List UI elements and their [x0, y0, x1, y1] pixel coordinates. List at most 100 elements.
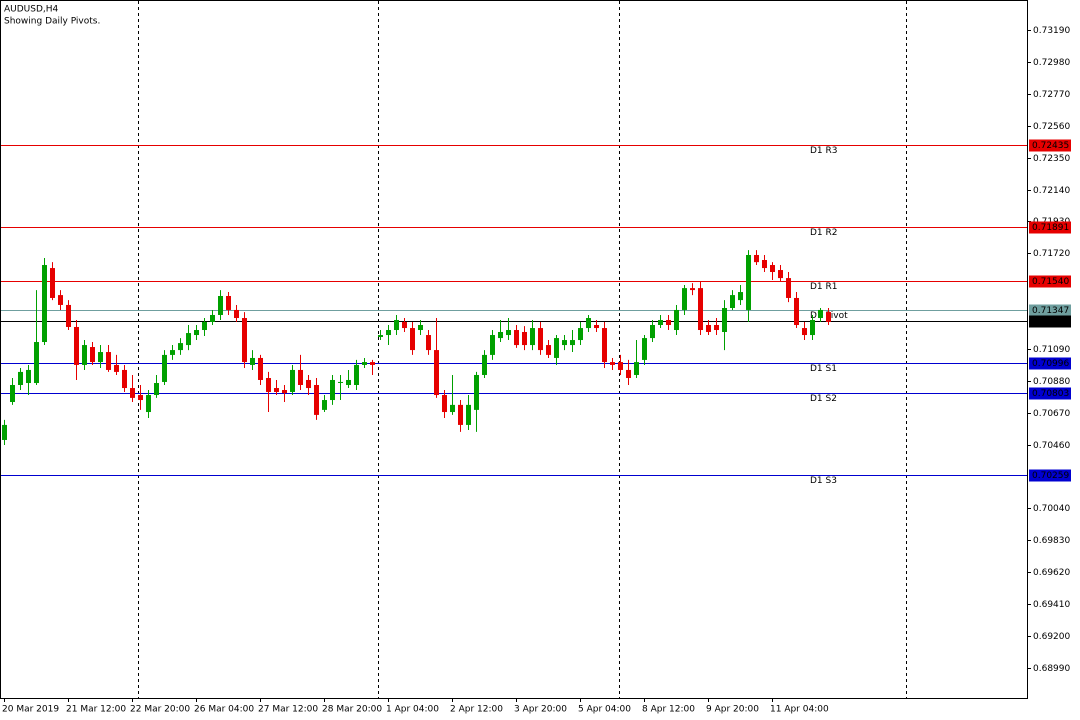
- x-tick-label: 22 Mar 20:00: [130, 705, 190, 715]
- candle-body: [258, 357, 263, 380]
- current-price-label: 0.71272: [1032, 317, 1069, 327]
- candle-body: [170, 350, 175, 355]
- candle-body: [738, 292, 743, 301]
- candle-body: [154, 383, 159, 396]
- candle-body: [178, 343, 183, 351]
- candle-body: [498, 331, 503, 339]
- candle-body: [482, 354, 487, 375]
- pivot-name: D1 R3: [810, 146, 838, 156]
- pivot-price-label: 0.71347: [1032, 306, 1069, 316]
- candle-body: [642, 338, 647, 360]
- candle-body: [682, 288, 687, 310]
- candle-body: [730, 295, 735, 308]
- candle-body: [626, 369, 631, 379]
- candle-body: [538, 328, 543, 351]
- candle-body: [298, 369, 303, 385]
- candle-body: [346, 379, 351, 385]
- candle-body: [810, 319, 815, 336]
- pivot-name: D1 S1: [810, 364, 837, 374]
- y-tick-label: 0.69830: [1033, 536, 1070, 546]
- x-tick-label: 2 Apr 12:00: [450, 705, 503, 715]
- pivot-price-label: 0.71891: [1032, 223, 1069, 233]
- candle-body: [362, 362, 367, 365]
- candle-body: [410, 328, 415, 351]
- candle-body: [130, 388, 135, 398]
- candle-body: [306, 379, 311, 389]
- y-tick-label: 0.69410: [1033, 600, 1070, 610]
- y-tick-label: 0.70040: [1033, 504, 1070, 514]
- chart-title: AUDUSD,H4: [4, 5, 59, 15]
- candle-body: [754, 254, 759, 263]
- candle-body: [426, 335, 431, 351]
- candle-body: [330, 379, 335, 401]
- candle-body: [546, 345, 551, 355]
- candle-body: [698, 288, 703, 331]
- x-tick-label: 20 Mar 2019: [2, 705, 59, 715]
- candle-body: [66, 304, 71, 327]
- candle-body: [602, 328, 607, 363]
- candle-body: [474, 374, 479, 410]
- x-tick-label: 3 Apr 20:00: [514, 705, 567, 715]
- candle-body: [354, 364, 359, 385]
- pivot-name: D1 S3: [810, 476, 837, 486]
- candle-body: [210, 314, 215, 322]
- x-tick-label: 11 Apr 04:00: [770, 705, 829, 715]
- y-tick-label: 0.69620: [1033, 568, 1070, 578]
- x-tick-label: 1 Apr 04:00: [386, 705, 439, 715]
- pivot-name: D1 R2: [810, 228, 838, 238]
- candle-body: [194, 330, 199, 336]
- candle-body: [370, 362, 375, 365]
- candle-body: [26, 369, 31, 384]
- y-tick-label: 0.72980: [1033, 58, 1070, 68]
- candle-body: [594, 325, 599, 329]
- pivot-name: D1 R1: [810, 282, 838, 292]
- y-tick-label: 0.70880: [1033, 377, 1070, 387]
- candle-body: [98, 352, 103, 363]
- candle-body: [650, 325, 655, 339]
- candle-body: [578, 328, 583, 341]
- x-tick-label: 21 Mar 12:00: [66, 705, 126, 715]
- candle-body: [706, 325, 711, 332]
- candle-body: [722, 307, 727, 332]
- candle-body: [234, 309, 239, 319]
- period-separators: [138, 1, 907, 698]
- pivot-price-box: [1029, 139, 1071, 152]
- y-tick-label: 0.70670: [1033, 409, 1070, 419]
- candle-body: [242, 318, 247, 363]
- y-tick-label: 0.72770: [1033, 90, 1070, 100]
- candle-body: [714, 325, 719, 331]
- candle-body: [762, 260, 767, 269]
- candle-body: [634, 362, 639, 375]
- candle-body: [42, 265, 47, 343]
- pivot-price-box: [1029, 357, 1071, 370]
- candle-body: [674, 309, 679, 331]
- candle-body: [162, 354, 167, 382]
- candle-body: [818, 309, 823, 319]
- candle-body: [290, 369, 295, 392]
- x-tick-label: 26 Mar 04:00: [194, 705, 254, 715]
- candle-body: [2, 424, 7, 440]
- candle-body: [490, 335, 495, 355]
- candle-body: [466, 404, 471, 425]
- x-tick-label: 8 Apr 12:00: [642, 705, 695, 715]
- current-price-box: [1029, 315, 1071, 328]
- chart-subtitle: Showing Daily Pivots.: [4, 17, 100, 27]
- candle-body: [786, 278, 791, 298]
- candle-body: [522, 331, 527, 346]
- pivot-price-box: [1029, 275, 1071, 288]
- y-tick-label: 0.72350: [1033, 154, 1070, 164]
- candle-body: [458, 404, 463, 425]
- candle-body: [530, 328, 535, 346]
- candle-body: [250, 357, 255, 365]
- candle-body: [402, 321, 407, 329]
- x-tick-label: 5 Apr 04:00: [578, 705, 631, 715]
- candle-body: [770, 265, 775, 273]
- pivot-price-label: 0.70259: [1032, 471, 1069, 481]
- candle-body: [378, 335, 383, 338]
- candle-body: [50, 268, 55, 298]
- pivot-price-label: 0.71540: [1032, 277, 1069, 287]
- candle-body: [666, 319, 671, 326]
- candle-body: [442, 395, 447, 413]
- pivot-price-label: 0.72435: [1032, 141, 1069, 151]
